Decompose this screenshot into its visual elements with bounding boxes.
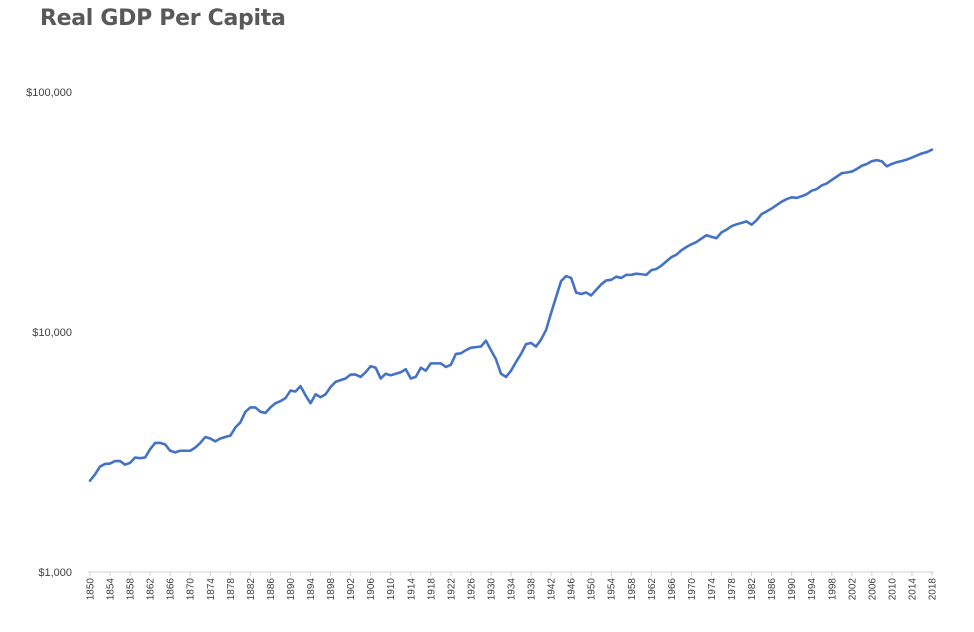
x-tick-label: 1914 (406, 578, 417, 601)
x-tick-label: 1950 (587, 578, 598, 601)
x-tick-label: 1890 (286, 578, 297, 601)
x-tick-label: 1986 (767, 578, 778, 601)
y-tick-label: $100,000 (26, 87, 72, 99)
x-tick-label: 2014 (907, 578, 918, 601)
x-tick-label: 1990 (787, 578, 798, 601)
x-tick-label: 1898 (326, 578, 337, 601)
x-tick-label: 1926 (466, 578, 477, 601)
x-tick-label: 1878 (226, 578, 237, 601)
x-tick-label: 1966 (667, 578, 678, 601)
x-tick-label: 1906 (366, 578, 377, 601)
x-tick-label: 1934 (507, 578, 518, 601)
x-tick-label: 1946 (567, 578, 578, 601)
x-tick-label: 2018 (928, 578, 939, 601)
x-tick-label: 1962 (647, 578, 658, 601)
x-tick-label: 1894 (306, 578, 317, 601)
x-tick-label: 1858 (126, 578, 137, 601)
x-tick-label: 1862 (146, 578, 157, 601)
x-tick-label: 1982 (747, 578, 758, 601)
x-tick-label: 1910 (386, 578, 397, 601)
x-tick-label: 1870 (186, 578, 197, 601)
series-line (88, 148, 934, 483)
x-tick-label: 1970 (687, 578, 698, 601)
x-tick-label: 2006 (867, 578, 878, 601)
x-tick-label: 1958 (627, 578, 638, 601)
x-tick-label: 1902 (346, 578, 357, 601)
x-tick-label: 2002 (847, 578, 858, 601)
x-tick-label: 1918 (426, 578, 437, 601)
x-tick-label: 1998 (827, 578, 838, 601)
x-tick-label: 1994 (807, 578, 818, 601)
x-tick-label: 1938 (527, 578, 538, 601)
x-tick-label: 1930 (486, 578, 497, 601)
axes: $1,000 $10,000 $100,000 1850 1854 1858 1862 186… (26, 87, 938, 600)
x-tick-label: 1874 (206, 578, 217, 601)
x-tick-label: 2010 (887, 578, 898, 601)
chart-title: Real GDP Per Capita (40, 6, 286, 31)
x-tick-label: 1974 (707, 578, 718, 601)
x-tick-label: 1942 (547, 578, 558, 601)
x-tick-label: 1886 (266, 578, 277, 601)
x-tick-label: 1978 (727, 578, 738, 601)
x-tick-label: 1922 (446, 578, 457, 601)
x-tick-label: 1866 (166, 578, 177, 601)
y-tick-label: $10,000 (32, 327, 72, 339)
y-tick-label: $1,000 (38, 567, 72, 579)
x-tick-label: 1882 (246, 578, 257, 601)
plot-area (88, 148, 934, 483)
x-tick-label: 1850 (86, 578, 97, 601)
x-tick-label: 1954 (607, 578, 618, 601)
x-tick-label: 1854 (106, 578, 117, 601)
